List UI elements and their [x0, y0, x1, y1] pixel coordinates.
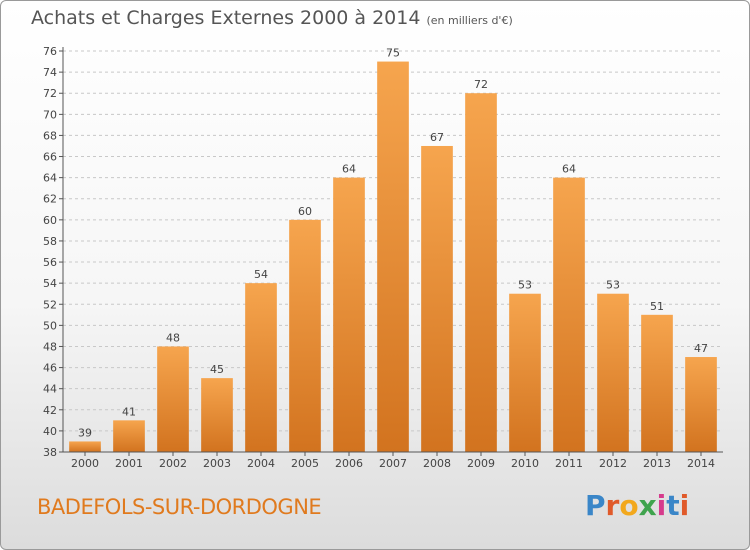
bar-2000	[69, 441, 101, 452]
data-label: 53	[518, 279, 532, 292]
y-tick-label: 72	[43, 87, 57, 100]
data-label: 45	[210, 363, 224, 376]
bar-2003	[201, 378, 233, 452]
bar-2007	[377, 61, 409, 452]
y-tick-label: 42	[43, 404, 57, 417]
x-tick-label: 2006	[335, 457, 363, 470]
x-tick-label: 2012	[599, 457, 627, 470]
x-tick-label: 2004	[247, 457, 275, 470]
bar-2010	[509, 293, 541, 452]
x-tick-label: 2009	[467, 457, 495, 470]
y-tick-label: 64	[43, 172, 57, 185]
x-tick-label: 2003	[203, 457, 231, 470]
bar-2005	[289, 219, 321, 452]
bar-2011	[553, 177, 585, 452]
logo-letter: o	[619, 489, 639, 522]
data-label: 41	[122, 405, 136, 418]
x-tick-label: 2005	[291, 457, 319, 470]
data-label: 54	[254, 268, 268, 281]
y-tick-label: 38	[43, 446, 57, 459]
bar-2012	[597, 293, 629, 452]
data-label: 53	[606, 279, 620, 292]
data-label: 64	[342, 163, 356, 176]
y-tick-label: 46	[43, 362, 57, 375]
logo-letter: x	[638, 489, 657, 522]
data-label: 67	[430, 131, 444, 144]
bars: 39 41 48 45 54 60 64 75 67 72 53 64 53 51 47	[69, 47, 717, 453]
data-label: 47	[694, 342, 708, 355]
bar-2014	[685, 357, 717, 452]
y-tick-label: 60	[43, 214, 57, 227]
chart-title: Achats et Charges Externes 2000 à 2014 (e…	[31, 7, 513, 29]
axes: 38 40 42 44 46 48 50 52 54 56 58 60 62 64 66 68 70 72 74 76…	[43, 45, 723, 470]
bar-2001	[113, 420, 145, 452]
bar-2008	[421, 145, 453, 452]
bar-2009	[465, 93, 497, 453]
y-tick-label: 66	[43, 151, 57, 164]
y-tick-label: 40	[43, 425, 57, 438]
bar-chart: 39 41 48 45 54 60 64 75 67 72 53 64 53 51 47 38 40 42 44 4…	[43, 45, 723, 470]
y-tick-label: 76	[43, 45, 57, 58]
bar-2002	[157, 346, 189, 452]
data-label: 64	[562, 163, 576, 176]
logo-letter: r	[605, 489, 620, 522]
x-tick-label: 2014	[687, 457, 715, 470]
y-tick-label: 56	[43, 256, 57, 269]
x-tick-label: 2007	[379, 457, 407, 470]
bar-2006	[333, 177, 365, 452]
data-label: 48	[166, 331, 180, 344]
y-tick-label: 50	[43, 319, 57, 332]
logo-letter: i	[656, 489, 667, 522]
data-label: 75	[386, 47, 400, 60]
y-tick-label: 44	[43, 383, 57, 396]
x-tick-label: 2001	[115, 457, 143, 470]
data-label: 39	[78, 426, 92, 439]
data-label: 72	[474, 78, 488, 91]
y-tick-label: 68	[43, 129, 57, 142]
logo-letter: P	[585, 489, 606, 522]
title-text: Achats et Charges Externes 2000 à 2014	[31, 7, 421, 29]
y-tick-label: 58	[43, 235, 57, 248]
x-tick-label: 2013	[643, 457, 671, 470]
x-tick-label: 2000	[71, 457, 99, 470]
data-label: 51	[650, 300, 664, 313]
data-label: 60	[298, 205, 312, 218]
y-tick-label: 70	[43, 108, 57, 121]
y-tick-label: 52	[43, 298, 57, 311]
logo-letter: t	[666, 489, 680, 522]
bar-2013	[641, 314, 673, 452]
x-tick-label: 2002	[159, 457, 187, 470]
y-tick-label: 62	[43, 193, 57, 206]
chart-subtitle: (en milliers d'€)	[426, 14, 513, 27]
y-tick-label: 48	[43, 340, 57, 353]
y-tick-label: 74	[43, 66, 57, 79]
x-tick-label: 2010	[511, 457, 539, 470]
bar-2004	[245, 283, 277, 452]
town-name: BADEFOLS-SUR-DORDOGNE	[37, 495, 322, 519]
logo-letter: i	[679, 489, 690, 522]
y-tick-label: 54	[43, 277, 57, 290]
x-tick-label: 2011	[555, 457, 583, 470]
proxiti-logo[interactable]: Proxiti	[585, 489, 689, 522]
x-tick-label: 2008	[423, 457, 451, 470]
